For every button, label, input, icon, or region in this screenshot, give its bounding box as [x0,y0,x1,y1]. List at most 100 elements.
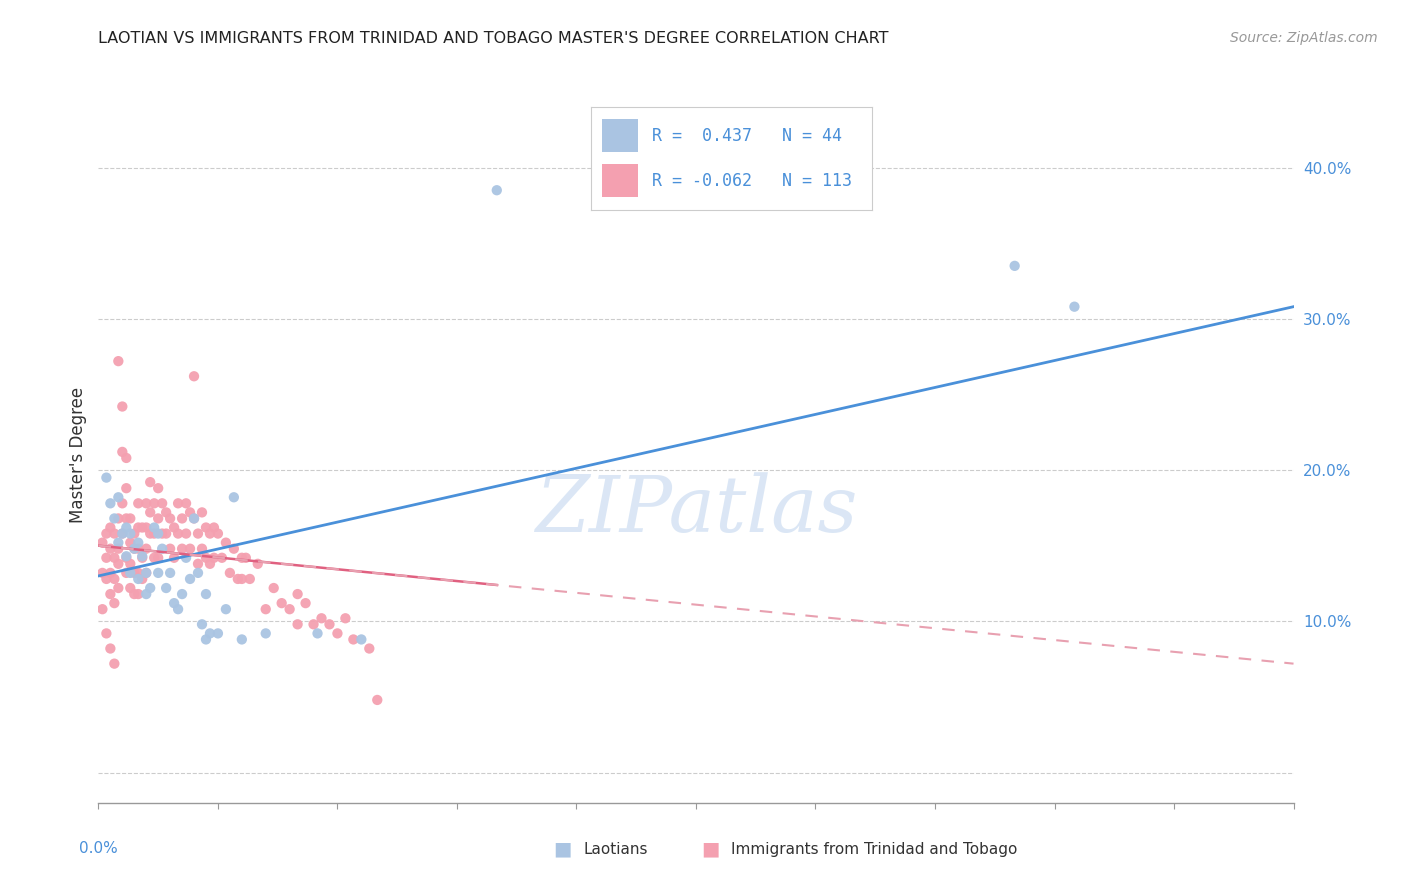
Y-axis label: Master's Degree: Master's Degree [69,387,87,523]
Point [103,511,125,525]
Point [115,566,138,580]
Point [278,602,301,616]
Point [219,566,242,580]
Point [239,572,262,586]
Text: ■: ■ [553,839,572,859]
Point [103,526,125,541]
Point [124,541,146,556]
Point [127,541,149,556]
Point [183,511,205,525]
Point [98,541,122,556]
Point [115,550,138,565]
Point [107,354,129,368]
Point [1063,300,1085,314]
Point [103,572,125,586]
Point [139,581,162,595]
Point [194,520,218,534]
Text: ■: ■ [700,839,720,859]
Point [179,541,201,556]
Point [127,587,149,601]
Text: 0.0%: 0.0% [79,841,118,856]
Point [107,557,129,571]
Point [226,572,249,586]
Point [148,566,170,580]
Point [124,566,146,580]
Point [167,496,190,510]
Point [187,526,209,541]
Point [326,626,349,640]
Point [115,481,138,495]
Point [159,541,181,556]
Point [131,572,153,586]
Point [115,511,138,525]
Point [350,632,373,647]
Point [287,587,309,601]
Text: Source: ZipAtlas.com: Source: ZipAtlas.com [1230,31,1378,45]
Point [191,617,214,632]
Point [96,526,118,541]
Point [139,526,162,541]
Point [198,626,221,640]
Point [111,526,134,541]
Point [103,596,125,610]
Point [115,520,138,534]
Point [96,550,118,565]
Point [254,602,277,616]
Point [111,496,134,510]
Point [211,550,233,565]
Point [270,596,292,610]
Point [163,520,186,534]
Point [359,641,381,656]
Point [131,549,153,564]
Point [107,535,129,549]
Point [194,550,218,565]
Point [174,496,197,510]
Point [222,541,245,556]
Point [91,566,114,580]
Point [115,549,138,564]
Point [120,581,142,595]
Point [155,581,177,595]
Point [98,587,122,601]
Text: R =  0.437   N = 44: R = 0.437 N = 44 [652,127,842,145]
Point [150,526,173,541]
Point [179,572,201,586]
Point [318,617,340,632]
Point [107,490,129,504]
Point [143,520,166,534]
Point [215,535,238,549]
Point [191,505,214,519]
Text: LAOTIAN VS IMMIGRANTS FROM TRINIDAD AND TOBAGO MASTER'S DEGREE CORRELATION CHART: LAOTIAN VS IMMIGRANTS FROM TRINIDAD AND … [98,31,889,46]
Point [254,626,277,640]
Point [231,550,253,565]
Point [111,526,134,541]
Bar [602,164,638,197]
Point [194,587,218,601]
Point [98,520,122,534]
Point [155,526,177,541]
Bar [602,120,638,153]
Point [174,526,197,541]
Text: R = -0.062   N = 113: R = -0.062 N = 113 [652,172,852,190]
Point [135,587,157,601]
Point [294,596,316,610]
Point [148,511,170,525]
Point [143,550,166,565]
Point [98,566,122,580]
Point [231,632,253,647]
Point [124,587,146,601]
Point [148,550,170,565]
Point [167,602,190,616]
Point [98,641,122,656]
Point [1004,259,1026,273]
Point [127,520,149,534]
Point [263,581,285,595]
Point [96,626,118,640]
Point [91,602,114,616]
Point [91,535,114,549]
Point [120,535,142,549]
Point [127,572,149,586]
Point [159,511,181,525]
Point [139,505,162,519]
Point [187,566,209,580]
